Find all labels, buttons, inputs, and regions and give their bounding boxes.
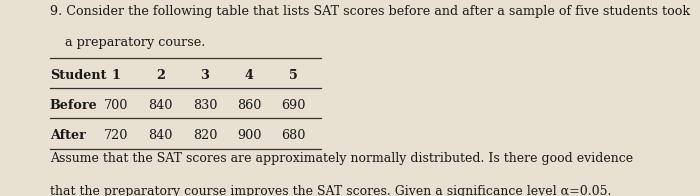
Text: that the preparatory course improves the SAT scores. Given a significance level : that the preparatory course improves the…	[50, 185, 611, 196]
Text: 720: 720	[104, 129, 128, 142]
Text: 3: 3	[200, 69, 209, 82]
Text: 5: 5	[289, 69, 298, 82]
Text: Student: Student	[50, 69, 106, 82]
Text: 9. Consider the following table that lists SAT scores before and after a sample : 9. Consider the following table that lis…	[50, 5, 690, 18]
Text: 840: 840	[148, 99, 173, 112]
Text: 680: 680	[281, 129, 306, 142]
Text: 1: 1	[112, 69, 120, 82]
Text: 700: 700	[104, 99, 128, 112]
Text: After: After	[50, 129, 85, 142]
Text: a preparatory course.: a preparatory course.	[65, 36, 206, 49]
Text: 4: 4	[245, 69, 253, 82]
Text: 830: 830	[193, 99, 217, 112]
Text: 900: 900	[237, 129, 261, 142]
Text: Before: Before	[50, 99, 97, 112]
Text: Assume that the SAT scores are approximately normally distributed. Is there good: Assume that the SAT scores are approxima…	[50, 152, 633, 165]
Text: 840: 840	[148, 129, 173, 142]
Text: 860: 860	[237, 99, 261, 112]
Text: 820: 820	[193, 129, 217, 142]
Text: 2: 2	[156, 69, 165, 82]
Text: 690: 690	[281, 99, 306, 112]
